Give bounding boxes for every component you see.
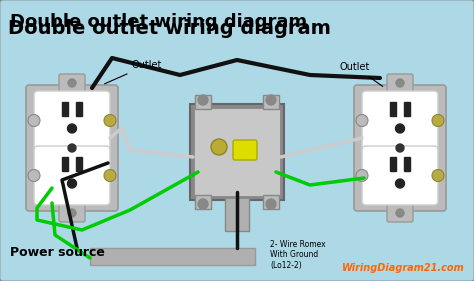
FancyBboxPatch shape	[362, 91, 438, 150]
FancyBboxPatch shape	[387, 204, 413, 222]
Circle shape	[396, 144, 404, 152]
Bar	[390, 101, 396, 115]
Bar	[404, 157, 410, 171]
Bar	[195, 95, 211, 109]
FancyBboxPatch shape	[354, 85, 446, 211]
Bar	[263, 195, 279, 209]
Bar	[190, 104, 284, 200]
Circle shape	[266, 95, 276, 105]
Circle shape	[198, 199, 208, 209]
Circle shape	[198, 95, 208, 105]
Text: Outlet: Outlet	[105, 60, 163, 84]
Ellipse shape	[395, 124, 404, 133]
FancyBboxPatch shape	[362, 146, 438, 205]
Text: Double outlet wiring diagram: Double outlet wiring diagram	[10, 13, 307, 31]
Ellipse shape	[395, 179, 404, 188]
Circle shape	[68, 144, 76, 152]
FancyBboxPatch shape	[59, 74, 85, 92]
Bar	[62, 157, 68, 171]
Circle shape	[104, 114, 116, 126]
Bar	[76, 157, 82, 171]
Circle shape	[356, 169, 368, 182]
Circle shape	[104, 169, 116, 182]
Circle shape	[68, 79, 76, 87]
Bar	[404, 101, 410, 115]
Circle shape	[28, 114, 40, 126]
Text: WiringDiagram21.com: WiringDiagram21.com	[342, 263, 465, 273]
Circle shape	[28, 169, 40, 182]
Bar	[390, 157, 396, 171]
Circle shape	[396, 79, 404, 87]
FancyBboxPatch shape	[387, 74, 413, 92]
Text: Outlet: Outlet	[340, 62, 383, 86]
Text: Power source: Power source	[10, 246, 105, 259]
Bar	[90, 248, 255, 265]
FancyBboxPatch shape	[34, 91, 110, 150]
Circle shape	[432, 169, 444, 182]
Circle shape	[211, 139, 227, 155]
Bar	[62, 101, 68, 115]
Bar	[195, 195, 211, 209]
FancyBboxPatch shape	[26, 85, 118, 211]
Bar	[193, 107, 281, 197]
Circle shape	[432, 114, 444, 126]
Text: Double outlet wiring diagram: Double outlet wiring diagram	[8, 19, 331, 37]
Bar	[263, 95, 279, 109]
FancyBboxPatch shape	[34, 146, 110, 205]
Ellipse shape	[67, 124, 76, 133]
Bar	[76, 101, 82, 115]
Circle shape	[396, 209, 404, 217]
FancyBboxPatch shape	[233, 140, 257, 160]
FancyBboxPatch shape	[59, 204, 85, 222]
Circle shape	[356, 114, 368, 126]
Bar	[225, 197, 249, 231]
Circle shape	[68, 209, 76, 217]
Text: 2- Wire Romex
With Ground
(Lo12-2): 2- Wire Romex With Ground (Lo12-2)	[270, 240, 326, 270]
Ellipse shape	[67, 179, 76, 188]
Circle shape	[266, 199, 276, 209]
